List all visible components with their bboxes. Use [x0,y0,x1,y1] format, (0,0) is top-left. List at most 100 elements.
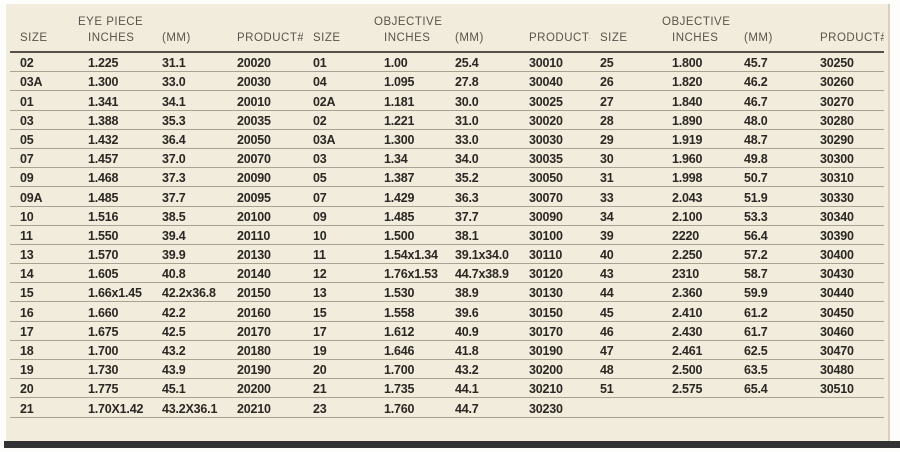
table-row: 16 1.660 42.2 20160 15 1.558 39.6 30150 45 2.410 6… [10,301,884,322]
cell-product: 30035 [519,148,590,169]
cell-inches: 1.76x1.53 [374,263,445,284]
cell-inches: 1.700 [78,340,152,361]
cell-size: 18 [10,340,78,361]
cell-inches: 2310 [662,263,734,284]
cell-inches: 1.760 [374,397,445,418]
cell-product: 20070 [227,148,303,169]
cell-product: 20160 [227,301,303,322]
cell-product: 30510 [810,378,884,399]
cell-mm: 62.5 [734,340,810,361]
cell-inches: 2220 [662,225,734,245]
cell-product: 20130 [227,244,303,265]
cell-product: 20180 [227,340,303,361]
cell-product: 20110 [227,225,303,245]
cell-inches: 2.575 [662,378,734,399]
cell-inches: 1.300 [78,71,152,92]
cell-mm: 33.0 [445,129,519,149]
cell-product: 30020 [519,110,590,130]
table-row: 13 1.570 39.9 20130 11 1.54x1.34 39.1x34.0 3011… [10,244,884,265]
cell-size: 01 [10,90,78,111]
cell-mm: 37.0 [152,148,227,169]
cell-product: 30130 [519,282,590,303]
cell-mm: 53.3 [734,206,810,226]
cell-size: 09 [303,206,374,226]
cell-size: 09A [10,186,78,207]
table-row: 02 1.225 31.1 20020 01 1.00 25.4 30010 25 1.800 45… [10,52,884,73]
cell-product: 30290 [810,129,884,149]
cell-size: 20 [303,359,374,380]
cell-inches: 1.516 [78,206,152,226]
cell-product: 30340 [810,206,884,226]
cell-size: 34 [590,206,662,226]
cell-product: 30050 [519,167,590,188]
cell-mm: 49.8 [734,148,810,169]
cell-inches: 1.558 [374,301,445,322]
cell-product: 30190 [519,340,590,361]
cell-mm: 48.7 [734,129,810,149]
table-row: 14 1.605 40.8 20140 12 1.76x1.53 44.7x38.9 3012… [10,263,884,284]
cell-mm: 35.3 [152,110,227,130]
cell-size: 14 [10,263,78,284]
cell-size: 46 [590,321,662,341]
cell-inches: 1.00 [374,52,445,73]
cell-size: 15 [10,282,78,303]
cell-inches: 1.70X1.42 [78,397,152,418]
cell-size: 33 [590,186,662,207]
cell-size: 19 [10,359,78,380]
cell-product: 30090 [519,206,590,226]
cell-size: 07 [303,186,374,207]
cell-mm: 40.9 [445,321,519,341]
cell-inches: 1.775 [78,378,152,399]
cell-size: 10 [303,225,374,245]
column-header-size: SIZE [590,29,662,53]
cell-product: 30100 [519,225,590,245]
cell-inches: 1.34 [374,148,445,169]
cell-inches: 1.66x1.45 [78,282,152,303]
cell-product: 30470 [810,340,884,361]
cell-inches: 1.660 [78,301,152,322]
group-title-row: EYE PIECE OBJECTIVE OBJECTIVE [10,6,884,29]
cell-inches: 2.360 [662,282,734,303]
cell-product: 30210 [519,378,590,399]
cell-mm: 25.4 [445,52,519,73]
cell-size: 03A [303,129,374,149]
cell-inches: 1.530 [374,282,445,303]
cell-inches: 1.485 [78,186,152,207]
cell-inches: 2.461 [662,340,734,361]
cell-size: 05 [303,167,374,188]
cell-product: 30170 [519,321,590,341]
cell-inches: 1.919 [662,129,734,149]
cell-mm: 31.1 [152,52,227,73]
cell-size: 03 [10,110,78,130]
group-spacer [810,6,884,29]
cell-size: 17 [303,321,374,341]
cell-mm: 34.1 [152,90,227,111]
cell-mm: 30.0 [445,90,519,111]
cell-size: 03A [10,71,78,92]
cell-size: 29 [590,129,662,149]
cell-size: 13 [10,244,78,265]
cell-product: 20200 [227,378,303,399]
cell-inches: 1.735 [374,378,445,399]
cell-inches: 1.840 [662,90,734,111]
cell-inches: 2.043 [662,186,734,207]
column-header-inches: INCHES [78,29,152,53]
cell-size: 44 [590,282,662,303]
cell-inches: 1.550 [78,225,152,245]
cell-size: 40 [590,244,662,265]
cell-mm: 35.2 [445,167,519,188]
cell-inches: 1.468 [78,167,152,188]
cell-inches: 1.700 [374,359,445,380]
cell-inches: 1.432 [78,129,152,149]
cell-product: 20100 [227,206,303,226]
cell-mm: 57.2 [734,244,810,265]
cell-mm: 39.1x34.0 [445,244,519,265]
cell-mm: 45.1 [152,378,227,399]
cell-product: 30150 [519,301,590,322]
cell-product: 30025 [519,90,590,111]
cell-mm: 41.8 [445,340,519,361]
cell-size: 48 [590,359,662,380]
group-spacer [303,6,374,29]
cell-product: 30110 [519,244,590,265]
cell-product: 30450 [810,301,884,322]
